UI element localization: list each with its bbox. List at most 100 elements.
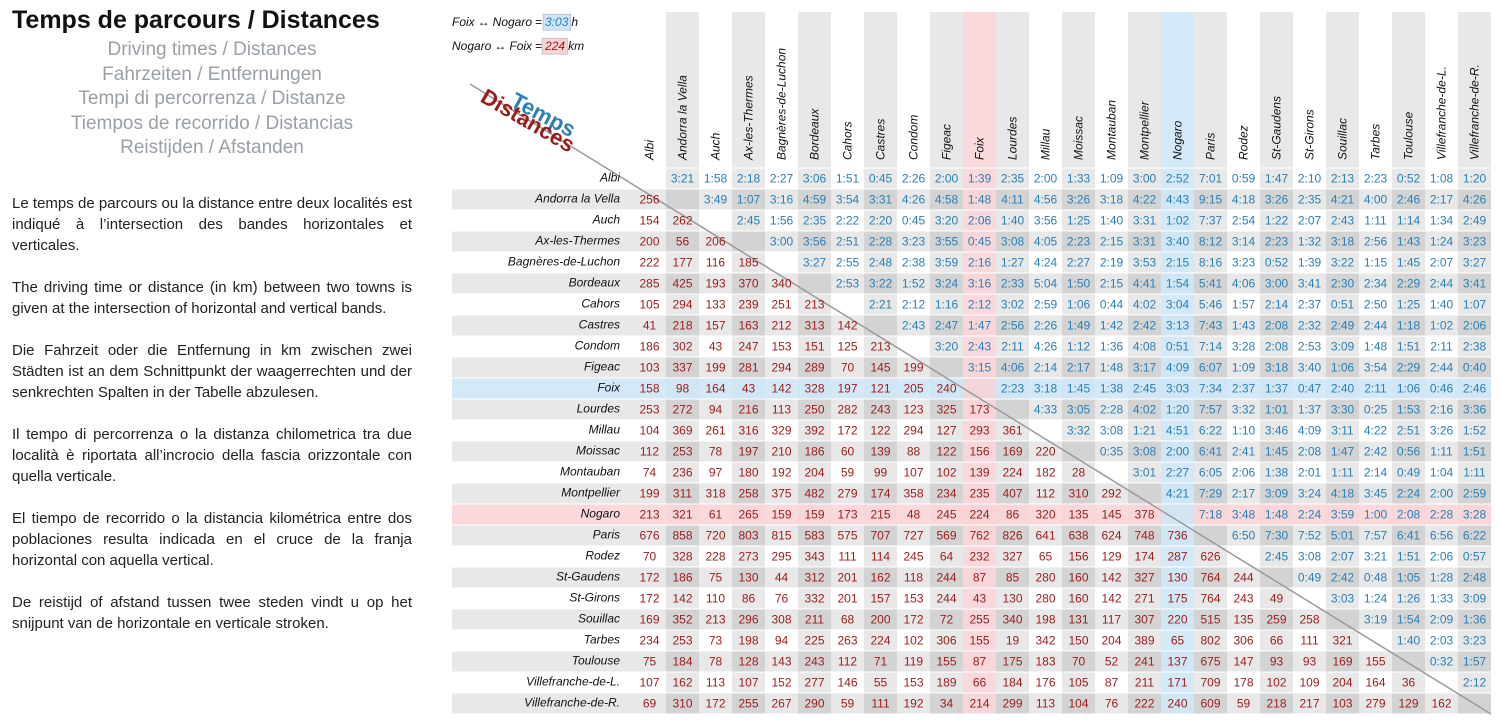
distance-cell: 75 bbox=[643, 655, 657, 669]
time-cell: 3:31 bbox=[869, 193, 893, 207]
distance-cell: 294 bbox=[672, 298, 692, 312]
paragraph: Die Fahrzeit oder die Entfernung in km z… bbox=[12, 342, 412, 401]
distance-cell: 213 bbox=[705, 613, 725, 627]
time-cell: 3:09 bbox=[1331, 340, 1355, 354]
distance-cell: 172 bbox=[903, 613, 923, 627]
distance-cell: 36 bbox=[1402, 676, 1416, 690]
time-cell: 3:32 bbox=[1067, 424, 1091, 438]
column-label: Montauban bbox=[1105, 100, 1119, 160]
distance-cell: 224 bbox=[1002, 466, 1022, 480]
time-cell: 2:48 bbox=[869, 256, 893, 270]
distance-cell: 318 bbox=[705, 487, 725, 501]
time-cell: 9:15 bbox=[1199, 193, 1223, 207]
distance-cell: 198 bbox=[738, 634, 758, 648]
time-cell: 3:49 bbox=[704, 193, 728, 207]
distance-cell: 215 bbox=[870, 508, 890, 522]
time-cell: 3:19 bbox=[1364, 613, 1388, 627]
time-cell: 4:18 bbox=[1232, 193, 1256, 207]
time-cell: 2:00 bbox=[1034, 172, 1058, 186]
column-label: Souillac bbox=[1336, 118, 1350, 160]
time-cell: 3:48 bbox=[1232, 508, 1256, 522]
distance-cell: 125 bbox=[837, 340, 857, 354]
distance-cell: 160 bbox=[1068, 571, 1088, 585]
time-cell: 4:26 bbox=[1034, 340, 1058, 354]
distance-cell: 105 bbox=[639, 298, 659, 312]
time-cell: 0:57 bbox=[1463, 550, 1487, 564]
time-cell: 0:46 bbox=[1430, 382, 1454, 396]
time-cell: 2:26 bbox=[1034, 319, 1058, 333]
time-cell: 1:33 bbox=[1430, 592, 1454, 606]
legend-from: Foix bbox=[452, 15, 476, 29]
distance-cell: 104 bbox=[639, 424, 659, 438]
time-cell: 1:43 bbox=[1232, 319, 1256, 333]
distance-cell: 28 bbox=[1072, 466, 1086, 480]
distance-cell: 289 bbox=[804, 361, 824, 375]
distance-cell: 193 bbox=[705, 277, 725, 291]
distance-cell: 310 bbox=[672, 697, 692, 711]
time-cell: 1:51 bbox=[1463, 445, 1487, 459]
time-cell: 2:43 bbox=[1331, 214, 1355, 228]
distance-cell: 676 bbox=[639, 529, 659, 543]
time-cell: 3:18 bbox=[1100, 193, 1124, 207]
time-cell: 1:38 bbox=[1265, 466, 1289, 480]
distance-cell: 156 bbox=[1068, 550, 1088, 564]
distance-cell: 119 bbox=[904, 655, 923, 669]
distance-cell: 139 bbox=[969, 466, 989, 480]
subtitle: Reistijden / Afstanden bbox=[120, 137, 304, 158]
distance-cell: 325 bbox=[936, 403, 956, 417]
time-cell: 2:45 bbox=[1265, 550, 1289, 564]
distance-cell: 153 bbox=[903, 592, 923, 606]
distance-cell: 60 bbox=[841, 445, 855, 459]
time-cell: 2:23 bbox=[1001, 382, 1025, 396]
column-label: Lourdes bbox=[1006, 117, 1020, 160]
distance-cell: 271 bbox=[1134, 592, 1154, 606]
time-cell: 7:34 bbox=[1199, 382, 1223, 396]
time-cell: 3:06 bbox=[803, 172, 827, 186]
time-cell: 1:25 bbox=[1067, 214, 1091, 228]
distance-cell: 321 bbox=[672, 508, 692, 522]
distance-cell: 222 bbox=[1134, 697, 1154, 711]
diagonal bbox=[469, 83, 1492, 715]
time-cell: 3:05 bbox=[1067, 403, 1091, 417]
legend-line: Foix ↔ Nogaro = 3:03 h bbox=[452, 15, 578, 29]
distance-cell: 241 bbox=[1134, 655, 1154, 669]
column-label: Andorra la Vella bbox=[676, 75, 690, 161]
time-cell: 2:30 bbox=[1331, 277, 1355, 291]
distance-cell: 378 bbox=[1134, 508, 1154, 522]
distance-cell: 158 bbox=[639, 382, 659, 396]
distance-cell: 707 bbox=[870, 529, 890, 543]
distance-cell: 113 bbox=[706, 676, 725, 690]
distance-cell: 34 bbox=[940, 697, 954, 711]
distance-cell: 43 bbox=[709, 340, 723, 354]
row-label: Villefranche-de-L. bbox=[526, 675, 620, 689]
distance-cell: 112 bbox=[838, 655, 857, 669]
time-cell: 6:22 bbox=[1463, 529, 1487, 543]
time-cell: 1:58 bbox=[704, 172, 728, 186]
distance-cell: 253 bbox=[672, 634, 692, 648]
time-cell: 4:56 bbox=[1034, 193, 1058, 207]
time-cell: 2:08 bbox=[1265, 319, 1289, 333]
time-cell: 2:06 bbox=[1232, 466, 1256, 480]
time-cell: 3:31 bbox=[1133, 235, 1157, 249]
distance-cell: 123 bbox=[903, 403, 923, 417]
distance-cell: 163 bbox=[738, 319, 758, 333]
distance-cell: 327 bbox=[1134, 571, 1154, 585]
time-cell: 2:24 bbox=[1298, 508, 1322, 522]
time-cell: 1:32 bbox=[1298, 235, 1322, 249]
time-cell: 2:14 bbox=[1265, 298, 1289, 312]
row-label: Villefranche-de-R. bbox=[524, 696, 620, 710]
distance-cell: 61 bbox=[709, 508, 723, 522]
distance-cell: 212 bbox=[771, 319, 791, 333]
time-cell: 0:45 bbox=[968, 235, 992, 249]
distance-cell: 131 bbox=[1068, 613, 1088, 627]
column-label: Paris bbox=[1204, 133, 1218, 160]
time-cell: 1:11 bbox=[1463, 466, 1486, 480]
time-cell: 2:47 bbox=[935, 319, 959, 333]
distance-cell: 624 bbox=[1101, 529, 1121, 543]
time-cell: 2:14 bbox=[1034, 361, 1058, 375]
time-cell: 3:23 bbox=[1232, 256, 1256, 270]
distance-cell: 129 bbox=[1398, 697, 1418, 711]
time-cell: 0:44 bbox=[1100, 298, 1124, 312]
time-cell: 1:24 bbox=[1430, 235, 1454, 249]
distance-cell: 171 bbox=[1167, 676, 1187, 690]
